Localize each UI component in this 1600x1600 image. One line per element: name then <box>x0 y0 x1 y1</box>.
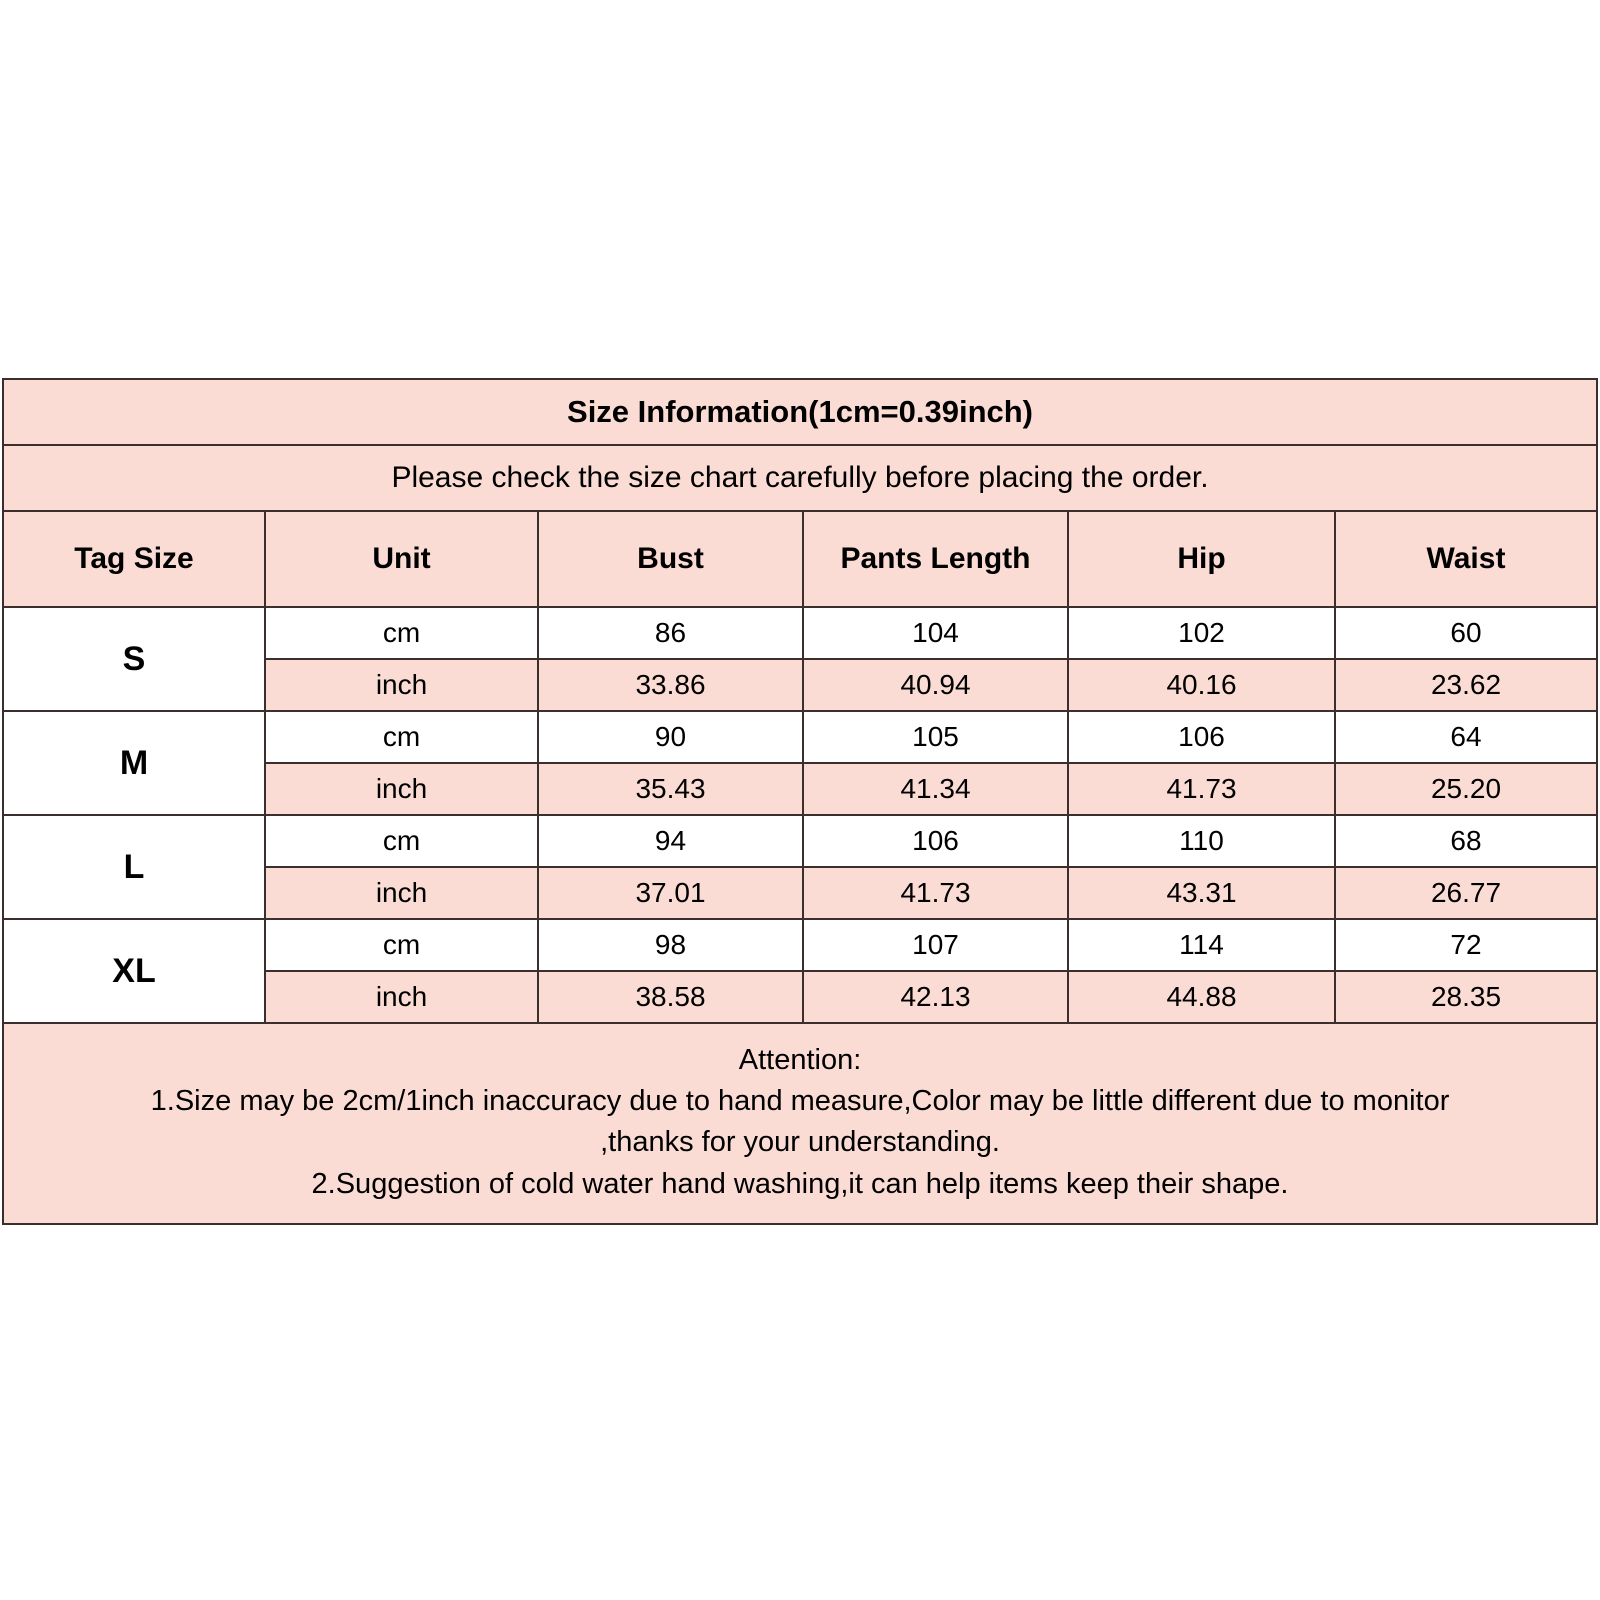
table-row: L cm 94 106 110 68 <box>2 814 1599 920</box>
unit-label-inch: inch <box>264 866 539 920</box>
attention-heading: Attention: <box>738 1044 862 1076</box>
bust-value-cm: 98 <box>537 918 804 972</box>
table-row: inch 37.01 41.73 43.31 26.77 <box>3 866 1599 920</box>
attention-note-2: 2.Suggestion of cold water hand washing,… <box>311 1167 1289 1200</box>
attention-notes: Attention: 1.Size may be 2cm/1inch inacc… <box>1 1022 1599 1225</box>
pants-length-value-cm: 106 <box>802 814 1069 868</box>
hip-value-cm: 114 <box>1067 918 1336 972</box>
waist-value-cm: 60 <box>1333 606 1599 660</box>
waist-value-inch: 25.20 <box>1333 762 1599 816</box>
unit-label-cm: cm <box>264 710 539 764</box>
size-chart-container: Size Information(1cm=0.39inch) Please ch… <box>1 378 1599 1225</box>
waist-value-inch: 23.62 <box>1333 658 1599 712</box>
hip-value-inch: 40.16 <box>1067 658 1336 712</box>
tag-size-label-xl: XL <box>2 918 266 1024</box>
table-row: inch 33.86 40.94 40.16 23.62 <box>3 658 1599 712</box>
tag-size-label-s: S <box>2 606 266 712</box>
pants-length-value-cm: 105 <box>802 710 1069 764</box>
pants-length-value-cm: 104 <box>802 606 1069 660</box>
bust-value-inch: 33.86 <box>537 658 804 712</box>
hip-value-cm: 110 <box>1067 814 1336 868</box>
attention-note-1: 1.Size may be 2cm/1inch inaccuracy due t… <box>150 1085 1450 1118</box>
hip-value-inch: 43.31 <box>1067 866 1336 920</box>
column-header-bust: Bust <box>537 510 804 608</box>
hip-value-inch: 41.73 <box>1067 762 1336 816</box>
pants-length-value-inch: 41.34 <box>802 762 1069 816</box>
unit-label-cm: cm <box>264 606 539 660</box>
attention-note-1-continued: ,thanks for your understanding. <box>600 1126 1000 1159</box>
bust-value-inch: 35.43 <box>537 762 804 816</box>
waist-value-cm: 68 <box>1333 814 1599 868</box>
table-subtitle-row: Please check the size chart carefully be… <box>1 444 1599 512</box>
waist-value-inch: 28.35 <box>1333 970 1599 1024</box>
tag-size-label-m: M <box>2 710 266 816</box>
tag-size-label-l: L <box>2 814 266 920</box>
waist-value-inch: 26.77 <box>1333 866 1599 920</box>
bust-value-cm: 94 <box>537 814 804 868</box>
size-chart-subtitle: Please check the size chart carefully be… <box>1 444 1599 512</box>
table-row: XL cm 98 107 114 72 <box>2 918 1599 1024</box>
attention-notes-row: Attention: 1.Size may be 2cm/1inch inacc… <box>1 1022 1599 1225</box>
table-title-row: Size Information(1cm=0.39inch) <box>1 378 1599 446</box>
hip-value-inch: 44.88 <box>1067 970 1336 1024</box>
table-row: M cm 90 105 106 64 <box>2 710 1599 816</box>
waist-value-cm: 72 <box>1333 918 1599 972</box>
bust-value-inch: 38.58 <box>537 970 804 1024</box>
bust-value-cm: 86 <box>537 606 804 660</box>
column-header-unit: Unit <box>264 510 539 608</box>
pants-length-value-inch: 42.13 <box>802 970 1069 1024</box>
size-chart-title: Size Information(1cm=0.39inch) <box>1 378 1599 446</box>
table-header-row: Tag Size Unit Bust Pants Length Hip Wais… <box>2 510 1599 608</box>
column-header-waist: Waist <box>1333 510 1599 608</box>
hip-value-cm: 102 <box>1067 606 1336 660</box>
unit-label-cm: cm <box>264 918 539 972</box>
table-row: inch 35.43 41.34 41.73 25.20 <box>3 762 1599 816</box>
bust-value-cm: 90 <box>537 710 804 764</box>
unit-label-inch: inch <box>264 658 539 712</box>
column-header-tag-size: Tag Size <box>2 510 266 608</box>
unit-label-cm: cm <box>264 814 539 868</box>
bust-value-inch: 37.01 <box>537 866 804 920</box>
pants-length-value-inch: 41.73 <box>802 866 1069 920</box>
unit-label-inch: inch <box>264 970 539 1024</box>
pants-length-value-inch: 40.94 <box>802 658 1069 712</box>
unit-label-inch: inch <box>264 762 539 816</box>
column-header-pants-length: Pants Length <box>802 510 1069 608</box>
pants-length-value-cm: 107 <box>802 918 1069 972</box>
table-row: S cm 86 104 102 60 <box>2 606 1599 712</box>
hip-value-cm: 106 <box>1067 710 1336 764</box>
waist-value-cm: 64 <box>1333 710 1599 764</box>
size-information-table: Size Information(1cm=0.39inch) Please ch… <box>1 378 1599 1225</box>
table-row: inch 38.58 42.13 44.88 28.35 <box>3 970 1599 1024</box>
column-header-hip: Hip <box>1067 510 1336 608</box>
